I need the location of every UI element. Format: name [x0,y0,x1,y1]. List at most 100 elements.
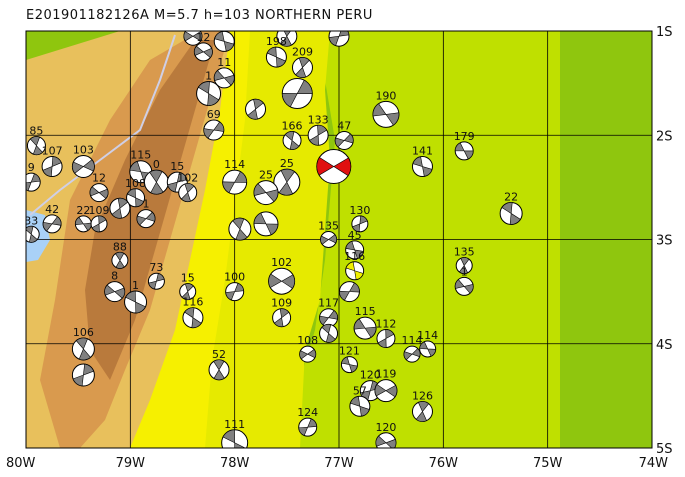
event-beachball[interactable]: 120 [359,369,381,402]
beachball-quadrant [299,348,316,360]
event-beachball[interactable]: 120 [375,421,396,453]
event-beachball[interactable]: 106 [71,326,95,361]
event-beachball[interactable]: 42 [42,203,62,234]
event-beachball[interactable]: 179 [454,130,475,161]
event-depth-label: 114 [402,334,423,347]
event-beachball[interactable]: 198 [265,35,287,68]
event-beachball[interactable]: 22 [74,204,92,233]
event-beachball[interactable]: 24 [328,14,350,47]
event-depth-label: 124 [297,406,318,419]
event-beachball[interactable]: 33 [23,214,40,243]
event-beachball[interactable]: 100 [224,271,245,302]
event-beachball[interactable]: 11 [213,56,235,89]
event-beachball[interactable]: 73 [147,261,165,290]
event-beachball[interactable]: 109 [89,204,110,233]
event-beachball[interactable]: 109 [271,297,292,328]
event-beachball[interactable]: 115 [353,305,377,340]
event-beachball[interactable]: 119 [374,368,398,403]
event-beachball[interactable]: 1 [124,279,148,314]
event-depth-label: 57 [353,384,367,397]
beachball-quadrant [403,348,421,361]
event-beachball[interactable]: 31 [183,15,203,46]
event-beachball[interactable]: 116 [344,250,365,281]
event-beachball[interactable]: 85 [26,125,46,156]
beachball-quadrant [374,384,398,398]
event-depth-label: 190 [375,89,396,102]
beachball-quadrant [334,133,354,148]
event-beachball[interactable]: 15 [213,19,235,52]
event-beachball[interactable] [245,98,267,120]
event-beachball[interactable]: 9 [22,161,41,192]
lon-tick-label: 77W [324,456,354,471]
beachball-quadrant [225,282,244,301]
event-beachball[interactable]: 15 [179,272,197,301]
event-beachball[interactable]: 88 [111,240,129,269]
event-beachball[interactable]: 22 [499,190,523,225]
event-beachball[interactable]: 135 [454,246,475,275]
event-beachball[interactable]: 117 [318,297,339,328]
event-depth-label: 24 [332,14,346,27]
event-beachball[interactable]: 141 [411,145,433,178]
event-beachball[interactable]: 25 [273,157,301,196]
event-beachball[interactable]: 111 [221,418,249,456]
event-beachball[interactable]: 124 [297,406,318,437]
event-beachball[interactable]: 108 [297,334,318,363]
event-beachball[interactable]: 1 [136,198,156,229]
event-beachball[interactable] [338,281,360,303]
event-beachball[interactable]: 108 [125,177,146,208]
event-beachball[interactable]: 107 [41,145,63,178]
event-beachball[interactable]: 1 [454,265,474,296]
event-beachball[interactable]: 12 [89,172,109,203]
event-depth-label: 25 [259,169,273,182]
event-beachball[interactable]: 114 [417,329,438,358]
event-beachball[interactable]: 25 [253,169,279,206]
event-beachball[interactable]: 69 [203,108,225,141]
event-depth-label: 100 [224,271,245,284]
event-beachball[interactable]: 57 [349,384,371,417]
event-beachball[interactable]: 52 [208,348,230,381]
event-beachball[interactable]: 8 [104,270,126,303]
event-beachball[interactable] [316,149,352,185]
event-beachball[interactable]: 114 [222,158,248,195]
event-beachball[interactable] [319,323,339,343]
event-depth-label: 109 [89,204,110,217]
event-beachball[interactable]: 121 [339,345,360,374]
lat-tick-label: 3S [656,234,673,249]
event-beachball[interactable] [281,78,313,110]
event-beachball[interactable]: 130 [349,204,370,233]
latitude-labels: 1S 2S 3S 4S 5S [656,25,673,457]
lon-tick-label: 76W [429,456,459,471]
event-beachball[interactable]: 112 [375,318,396,349]
event-beachball[interactable]: 12 [193,31,213,62]
event-depth-label: 135 [454,246,475,259]
event-depth-label: 109 [271,297,292,310]
beachball-quadrant [281,79,313,108]
event-beachball[interactable]: 190 [372,89,400,128]
event-beachball[interactable]: 45 [345,229,365,260]
event-beachball[interactable]: 0 [143,158,169,195]
event-beachball[interactable]: 47 [334,119,354,150]
event-beachball[interactable]: 192 [276,14,298,47]
event-depth-label: 31 [186,15,200,28]
event-beachball[interactable] [109,197,131,219]
event-beachball[interactable]: 102 [268,256,296,295]
beachball-quadrant [115,252,125,269]
event-beachball[interactable]: 166 [282,119,303,150]
event-beachball[interactable] [71,363,95,387]
event-beachball[interactable] [228,217,252,241]
beachball-quadrant [29,136,43,155]
event-beachball[interactable]: 103 [71,144,95,179]
event-beachball[interactable]: 209 [291,45,313,78]
event-beachball[interactable]: 1 [196,70,222,107]
beachball-quadrant [167,172,188,193]
event-beachball[interactable]: 114 [402,334,423,363]
event-beachball[interactable]: 133 [307,113,329,146]
event-depth-label: 108 [125,177,146,190]
event-beachball[interactable]: 116 [182,296,204,329]
event-beachball[interactable] [253,211,279,237]
beachball-quadrant [253,212,279,236]
lat-tick-label: 1S [656,25,673,40]
event-beachball[interactable]: 135 [318,220,339,248]
event-beachball[interactable]: 102 [177,172,198,203]
event-beachball[interactable]: 126 [411,390,433,423]
